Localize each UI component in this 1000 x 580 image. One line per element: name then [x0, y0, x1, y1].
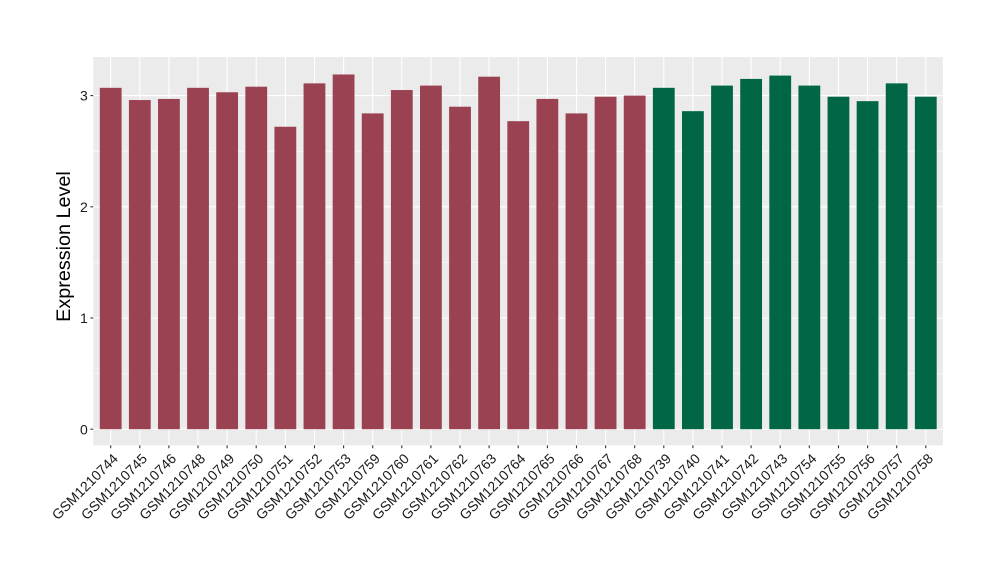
svg-text:1: 1: [80, 310, 88, 326]
svg-text:2: 2: [80, 199, 88, 215]
svg-text:3: 3: [80, 88, 88, 104]
svg-text:0: 0: [80, 421, 88, 437]
svg-text:Expression Level: Expression Level: [53, 171, 75, 322]
